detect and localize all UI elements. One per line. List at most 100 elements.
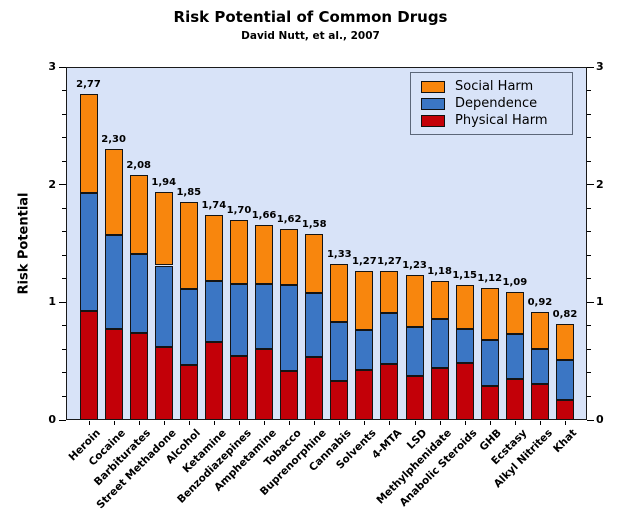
chart-subtitle: David Nutt, et al., 2007 <box>241 30 380 42</box>
bar-segment-physical-harm-alcohol <box>179 365 198 420</box>
y-tick-minor-left <box>62 278 66 280</box>
bar-segment-social-harm-ecstasy <box>505 291 524 335</box>
legend-swatch-social-harm <box>421 80 445 93</box>
bar-segment-physical-harm-buprenorphine <box>305 357 324 420</box>
bar-segment-dependence-street-methadone <box>154 265 173 348</box>
bar-segment-dependence-tobacco <box>280 284 299 372</box>
bar-value-label-ecstasy: 1,09 <box>502 276 528 288</box>
bar-segment-social-harm-ghb <box>480 288 499 340</box>
bar-value-label-khat: 0,82 <box>552 308 578 320</box>
bar-segment-social-harm-street-methadone <box>154 191 173 266</box>
bar-segment-dependence-ghb <box>480 339 499 387</box>
x-tick-ecstasy <box>514 421 516 425</box>
bar-segment-physical-harm-street-methadone <box>154 347 173 420</box>
y-tick-minor-left <box>62 90 66 92</box>
x-tick-ghb <box>489 421 491 425</box>
legend-item-social-harm: Social Harm <box>421 78 562 95</box>
y-tick-label-left: 3 <box>48 60 56 73</box>
legend-item-dependence: Dependence <box>421 95 562 112</box>
y-tick-minor-right <box>587 278 591 280</box>
bar-segment-physical-harm-barbiturates <box>129 332 148 420</box>
bar-segment-physical-harm-solvents <box>355 369 374 420</box>
bar-segment-dependence-khat <box>556 359 575 401</box>
y-tick-minor-right <box>587 137 591 139</box>
bar-segment-dependence-4-mta <box>380 312 399 364</box>
bar-segment-dependence-anabolic-steroids <box>455 328 474 364</box>
bar-segment-physical-harm-ghb <box>480 386 499 420</box>
x-tick-benzodiazepines <box>238 421 240 425</box>
bar-segment-dependence-methylphenidate <box>430 319 449 369</box>
x-tick-cocaine <box>113 421 115 425</box>
y-tick-minor-left <box>62 325 66 327</box>
y-tick-minor-right <box>587 395 591 397</box>
bar-segment-physical-harm-cocaine <box>104 328 123 420</box>
bar-segment-social-harm-amphetamine <box>255 224 274 284</box>
y-tick-major-left <box>59 66 66 68</box>
bar-segment-physical-harm-alkyl-nitrites <box>530 383 549 420</box>
y-tick-label-right: 0 <box>596 413 604 426</box>
bar-segment-dependence-ecstasy <box>505 334 524 379</box>
y-tick-label-right: 3 <box>596 60 604 73</box>
x-tick-buprenorphine <box>314 421 316 425</box>
y-tick-minor-right <box>587 90 591 92</box>
chart-title: Risk Potential of Common Drugs <box>173 8 448 26</box>
y-tick-minor-left <box>62 348 66 350</box>
legend: Social Harm Dependence Physical Harm <box>410 72 573 135</box>
legend-swatch-dependence <box>421 97 445 110</box>
y-tick-minor-left <box>62 160 66 162</box>
bar-segment-social-harm-tobacco <box>280 229 299 285</box>
y-tick-minor-right <box>587 160 591 162</box>
y-tick-minor-right <box>587 372 591 374</box>
bar-segment-dependence-amphetamine <box>255 283 274 350</box>
x-tick-4-mta <box>389 421 391 425</box>
x-tick-label-khat: Khat <box>551 427 580 456</box>
bar-segment-social-harm-lsd <box>405 275 424 328</box>
bar-segment-physical-harm-benzodiazepines <box>229 356 248 420</box>
x-tick-barbiturates <box>138 421 140 425</box>
bar-value-label-solvents: 1,27 <box>352 255 377 267</box>
bar-value-label-street-methadone: 1,94 <box>151 176 177 188</box>
bar-segment-dependence-alcohol <box>179 289 198 366</box>
y-tick-major-right <box>587 301 594 303</box>
bar-segment-physical-harm-ketamine <box>204 341 223 420</box>
bar-value-label-methylphenidate: 1,18 <box>427 266 452 278</box>
bar-segment-social-harm-solvents <box>355 270 374 331</box>
y-tick-major-right <box>587 66 594 68</box>
bar-segment-social-harm-methylphenidate <box>430 281 449 320</box>
bar-value-label-tobacco: 1,62 <box>276 214 302 226</box>
bar-segment-dependence-buprenorphine <box>305 292 324 358</box>
bar-segment-dependence-benzodiazepines <box>229 284 248 357</box>
y-axis-title: Risk Potential <box>16 192 32 295</box>
bar-segment-social-harm-khat <box>556 323 575 360</box>
bar-segment-social-harm-heroin <box>79 94 98 194</box>
bar-value-label-ghb: 1,12 <box>477 273 503 285</box>
legend-swatch-physical-harm <box>421 114 445 127</box>
x-tick-methylphenidate <box>439 421 441 425</box>
bar-segment-physical-harm-anabolic-steroids <box>455 363 474 420</box>
y-tick-minor-right <box>587 113 591 115</box>
y-tick-major-left <box>59 184 66 186</box>
y-tick-label-left: 0 <box>48 413 56 426</box>
y-tick-minor-right <box>587 348 591 350</box>
y-tick-major-right <box>587 184 594 186</box>
x-tick-alkyl-nitrites <box>539 421 541 425</box>
y-tick-major-right <box>587 419 594 421</box>
bar-segment-social-harm-ketamine <box>204 215 223 282</box>
legend-label-social-harm: Social Harm <box>455 79 534 94</box>
bar-segment-physical-harm-heroin <box>79 310 98 420</box>
bar-segment-dependence-lsd <box>405 327 424 376</box>
legend-item-physical-harm: Physical Harm <box>421 112 562 129</box>
bar-segment-social-harm-anabolic-steroids <box>455 284 474 329</box>
bar-value-label-cannabis: 1,33 <box>326 248 352 260</box>
bar-value-label-buprenorphine: 1,58 <box>301 219 327 231</box>
bar-segment-physical-harm-4-mta <box>380 363 399 420</box>
y-tick-minor-left <box>62 231 66 233</box>
y-tick-minor-right <box>587 207 591 209</box>
bar-segment-physical-harm-lsd <box>405 375 424 420</box>
bar-value-label-benzodiazepines: 1,70 <box>226 204 252 216</box>
bar-segment-social-harm-cocaine <box>104 149 123 235</box>
bar-segment-physical-harm-ecstasy <box>505 378 524 420</box>
bar-segment-physical-harm-methylphenidate <box>430 368 449 420</box>
bar-value-label-ketamine: 1,74 <box>201 200 227 212</box>
